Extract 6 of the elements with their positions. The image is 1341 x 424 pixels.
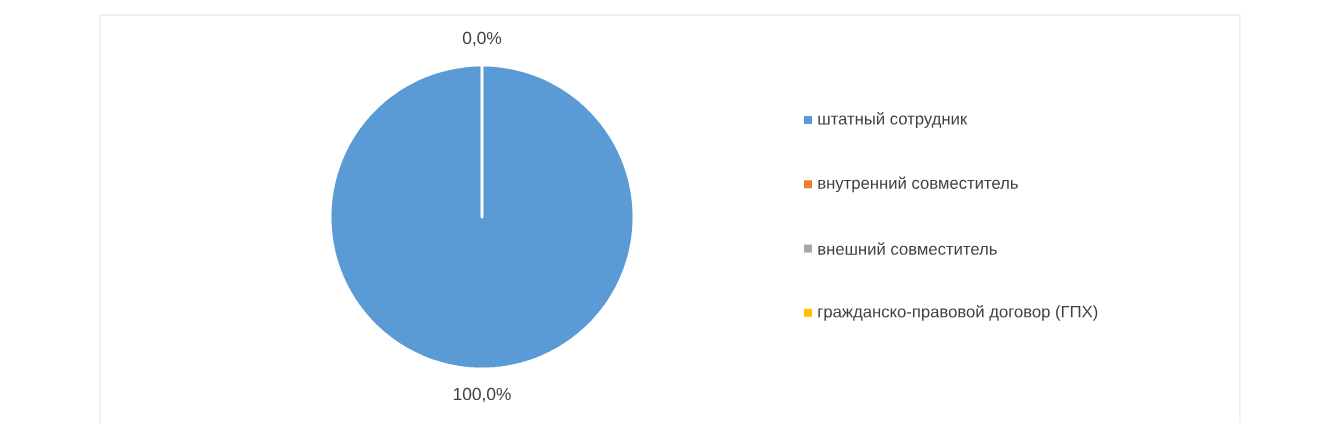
- data-label: 100,0%: [453, 388, 511, 403]
- legend-label: гражданско-правовой договор (ГПХ): [818, 305, 1098, 322]
- legend-label: внутренний совместитель: [818, 176, 1018, 193]
- legend-label: внешний совместитель: [818, 242, 997, 256]
- legend-label: штатный сотрудник: [818, 112, 968, 129]
- text: 0,0%: [462, 32, 502, 47]
